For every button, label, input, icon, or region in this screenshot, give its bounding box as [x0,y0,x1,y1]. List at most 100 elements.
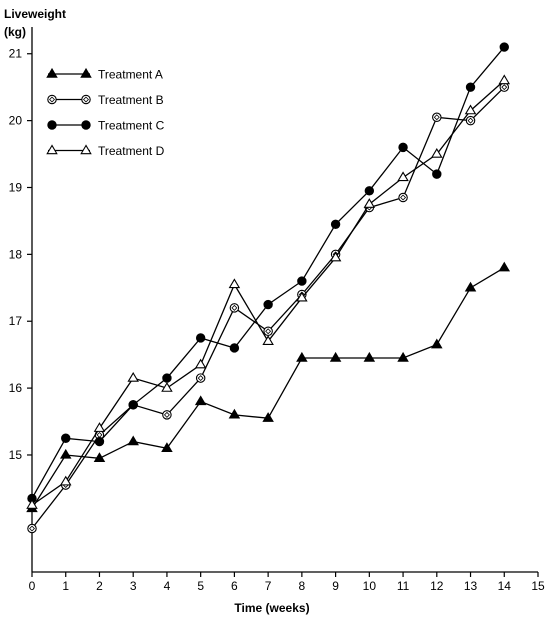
series-c [27,42,509,504]
data-point [161,442,173,452]
legend-marker-left [46,67,58,78]
data-point [27,523,37,534]
marker-diamond [501,84,508,91]
x-tick-label: 6 [231,579,238,593]
x-axis-title: Time (weeks) [234,601,309,615]
x-tick-label: 11 [397,579,410,593]
marker-diamond [197,375,204,382]
y-axis-title-line2: (kg) [4,25,26,39]
data-point [398,142,408,153]
legend-marker-right [80,67,92,78]
legend-label: Treatment C [98,119,165,133]
data-point [162,373,172,383]
data-point [195,333,206,343]
x-tick-label: 13 [464,579,478,593]
x-tick-label: 14 [498,579,512,593]
marker-diamond [400,194,407,201]
data-point [330,219,341,229]
data-point [297,276,307,286]
legend-marker-left [46,144,58,155]
x-tick-label: 9 [332,579,339,593]
data-point [194,395,207,406]
marker-diamond [29,525,35,532]
marker-diamond [467,117,474,124]
legend-marker-left [47,120,57,130]
y-axis-title-line1: Liveweight [4,7,66,21]
legend-label: Treatment A [98,68,163,82]
data-point [93,422,106,432]
data-point [94,436,105,447]
data-point [464,281,477,292]
y-tick-label: 21 [9,47,23,61]
x-tick-label: 4 [164,579,171,593]
data-point [263,326,273,337]
data-point [59,475,72,486]
data-point [363,351,376,362]
legend-item: Treatment C [47,119,165,133]
legend-item: Treatment D [46,144,165,158]
marker-diamond [49,96,55,103]
y-tick-label: 18 [9,247,23,261]
data-point [263,299,273,310]
data-point [329,351,342,362]
legend-marker-right [81,120,91,130]
x-tick-label: 1 [62,579,69,593]
data-point [127,435,139,446]
data-point [161,382,173,392]
data-point [228,278,241,289]
data-point [465,115,476,126]
legend-marker-right [81,94,91,105]
legend-marker-left [47,94,57,105]
data-point [498,261,511,272]
data-point [363,198,376,208]
data-point [431,338,443,349]
data-point [162,410,172,420]
data-point [195,373,206,383]
data-point [296,291,308,302]
data-point [432,112,442,123]
data-point [127,371,139,382]
series-d [26,74,511,509]
data-point [228,408,241,419]
data-point [229,343,240,353]
x-tick-label: 3 [130,579,137,593]
data-point [398,192,408,203]
legend-marker-right [80,144,92,155]
y-tick-label: 17 [9,314,23,328]
x-tick-label: 8 [299,579,306,593]
data-point [498,74,511,85]
marker-diamond [163,411,170,418]
x-tick-label: 0 [29,579,36,593]
data-point [499,82,510,92]
y-tick-label: 20 [9,114,23,128]
data-point [262,412,274,422]
x-tick-label: 2 [96,579,103,593]
data-point [59,448,72,459]
marker-diamond [83,96,89,103]
data-point [262,335,274,345]
data-point [397,171,409,182]
legend-item: Treatment B [47,93,164,107]
data-point [432,169,442,179]
legend-label: Treatment D [98,144,165,158]
data-point [296,351,308,362]
data-point [464,104,477,115]
y-tick-label: 15 [9,448,23,462]
series-layer [26,42,511,534]
data-point [61,433,71,443]
data-point [194,358,207,369]
data-point [499,42,509,52]
data-point [329,251,342,262]
data-point [364,186,375,196]
marker-diamond [231,304,238,311]
data-point [431,147,443,158]
x-tick-label: 10 [363,579,377,593]
legend-item: Treatment A [46,67,163,82]
data-point [229,303,240,313]
marker-diamond [433,114,440,121]
data-point [93,452,106,463]
x-tick-label: 5 [197,579,204,593]
data-point [397,351,409,362]
